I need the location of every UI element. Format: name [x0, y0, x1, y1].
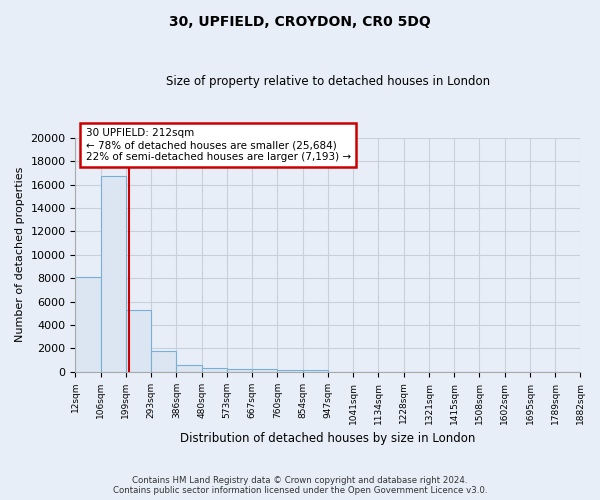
Bar	[76, 277, 101, 372]
Bar	[151, 352, 176, 372]
Y-axis label: Number of detached properties: Number of detached properties	[15, 167, 25, 342]
Bar	[202, 368, 227, 372]
Bar	[101, 176, 126, 372]
Bar	[126, 310, 151, 372]
Bar	[176, 366, 202, 372]
Text: 30, UPFIELD, CROYDON, CR0 5DQ: 30, UPFIELD, CROYDON, CR0 5DQ	[169, 15, 431, 29]
Bar	[303, 370, 328, 372]
Text: Contains HM Land Registry data © Crown copyright and database right 2024.
Contai: Contains HM Land Registry data © Crown c…	[113, 476, 487, 495]
Title: Size of property relative to detached houses in London: Size of property relative to detached ho…	[166, 75, 490, 88]
Text: 30 UPFIELD: 212sqm
← 78% of detached houses are smaller (25,684)
22% of semi-det: 30 UPFIELD: 212sqm ← 78% of detached hou…	[86, 128, 350, 162]
Bar	[227, 369, 253, 372]
Bar	[277, 370, 303, 372]
Bar	[253, 370, 277, 372]
X-axis label: Distribution of detached houses by size in London: Distribution of detached houses by size …	[180, 432, 476, 445]
